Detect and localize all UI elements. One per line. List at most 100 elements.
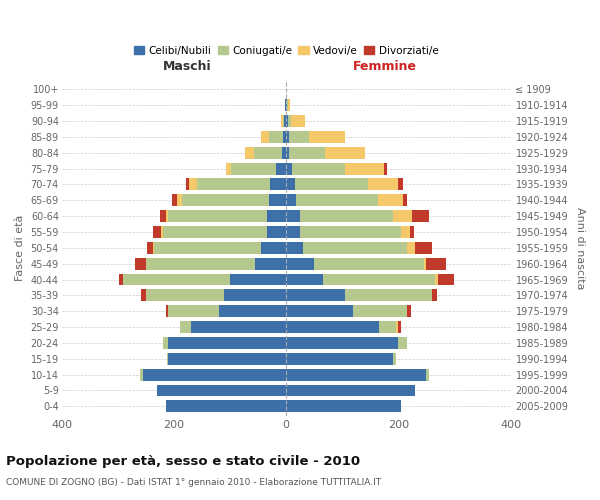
Bar — [182, 194, 269, 206]
Bar — [286, 194, 296, 206]
Bar — [289, 100, 290, 111]
Bar — [314, 258, 424, 270]
Bar — [140, 368, 143, 380]
Bar — [266, 226, 286, 238]
Bar — [353, 306, 407, 317]
Bar — [286, 321, 379, 333]
Bar — [385, 162, 387, 174]
Bar — [398, 321, 401, 333]
Legend: Celibi/Nubili, Coniugati/e, Vedovi/e, Divorziati/e: Celibi/Nubili, Coniugati/e, Vedovi/e, Di… — [130, 42, 443, 60]
Bar — [261, 131, 269, 143]
Bar — [177, 194, 182, 206]
Bar — [283, 115, 284, 127]
Bar — [169, 337, 286, 349]
Bar — [146, 290, 224, 302]
Bar — [286, 131, 289, 143]
Bar — [142, 290, 146, 302]
Bar — [345, 162, 385, 174]
Bar — [410, 226, 414, 238]
Bar — [219, 306, 286, 317]
Bar — [276, 162, 286, 174]
Y-axis label: Fasce di età: Fasce di età — [15, 214, 25, 281]
Y-axis label: Anni di nascita: Anni di nascita — [575, 206, 585, 289]
Bar — [167, 353, 169, 364]
Text: Maschi: Maschi — [163, 60, 212, 73]
Bar — [286, 162, 292, 174]
Bar — [152, 226, 161, 238]
Bar — [286, 147, 289, 158]
Bar — [415, 242, 432, 254]
Bar — [286, 400, 401, 412]
Bar — [166, 400, 286, 412]
Bar — [290, 115, 305, 127]
Bar — [432, 290, 437, 302]
Bar — [166, 306, 169, 317]
Bar — [261, 242, 286, 254]
Bar — [435, 274, 437, 285]
Bar — [308, 131, 345, 143]
Bar — [407, 306, 411, 317]
Bar — [288, 115, 290, 127]
Bar — [393, 210, 412, 222]
Bar — [286, 100, 287, 111]
Bar — [160, 210, 166, 222]
Bar — [403, 194, 407, 206]
Bar — [146, 258, 255, 270]
Bar — [368, 178, 398, 190]
Bar — [345, 290, 432, 302]
Bar — [224, 290, 286, 302]
Bar — [163, 226, 266, 238]
Bar — [119, 274, 124, 285]
Text: COMUNE DI ZOGNO (BG) - Dati ISTAT 1° gennaio 2010 - Elaborazione TUTTITALIA.IT: COMUNE DI ZOGNO (BG) - Dati ISTAT 1° gen… — [6, 478, 381, 487]
Bar — [427, 258, 446, 270]
Bar — [286, 210, 300, 222]
Bar — [154, 242, 261, 254]
Bar — [269, 194, 286, 206]
Bar — [292, 162, 345, 174]
Bar — [286, 368, 427, 380]
Bar — [379, 321, 395, 333]
Bar — [143, 368, 286, 380]
Bar — [393, 353, 395, 364]
Bar — [124, 274, 230, 285]
Bar — [161, 226, 163, 238]
Bar — [303, 242, 407, 254]
Bar — [281, 147, 286, 158]
Bar — [427, 368, 429, 380]
Bar — [191, 321, 286, 333]
Bar — [166, 210, 169, 222]
Bar — [286, 306, 353, 317]
Bar — [283, 131, 286, 143]
Bar — [179, 321, 191, 333]
Bar — [296, 194, 377, 206]
Bar — [197, 178, 271, 190]
Bar — [323, 274, 435, 285]
Bar — [437, 274, 454, 285]
Bar — [245, 147, 254, 158]
Bar — [286, 384, 415, 396]
Bar — [424, 258, 427, 270]
Bar — [285, 100, 286, 111]
Bar — [287, 100, 289, 111]
Bar — [407, 242, 415, 254]
Bar — [295, 178, 368, 190]
Bar — [377, 194, 403, 206]
Bar — [398, 178, 403, 190]
Bar — [286, 290, 345, 302]
Bar — [189, 178, 197, 190]
Bar — [254, 147, 281, 158]
Bar — [231, 162, 276, 174]
Bar — [172, 194, 177, 206]
Bar — [269, 131, 283, 143]
Bar — [412, 210, 429, 222]
Bar — [169, 210, 266, 222]
Bar — [169, 306, 219, 317]
Bar — [286, 178, 295, 190]
Bar — [289, 131, 308, 143]
Bar — [230, 274, 286, 285]
Bar — [395, 321, 398, 333]
Bar — [147, 242, 152, 254]
Bar — [286, 242, 303, 254]
Bar — [281, 115, 283, 127]
Bar — [152, 242, 154, 254]
